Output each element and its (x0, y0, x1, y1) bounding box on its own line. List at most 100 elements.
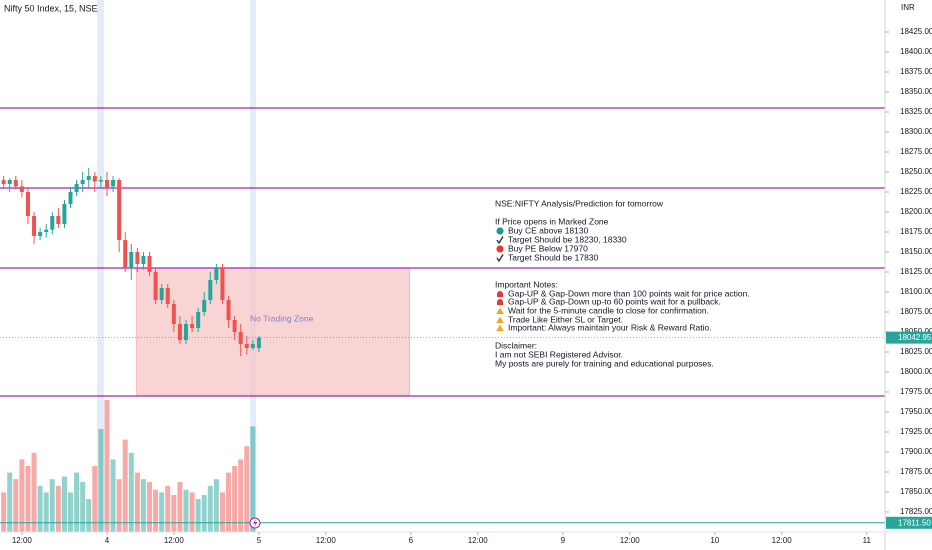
volume-bar (171, 495, 177, 532)
candle-body (13, 180, 18, 187)
volume-bar (49, 479, 55, 532)
note-text: Disclaimer: (495, 340, 537, 350)
volume-bar (159, 492, 165, 532)
volume-bar (37, 485, 43, 532)
candle-body (38, 232, 43, 236)
x-tick-label: 10 (710, 536, 719, 545)
y-tick-label: 18150.00 (900, 247, 932, 256)
y-tick-label: 18050.00 (900, 327, 932, 336)
x-tick-label: 12:00 (164, 536, 185, 545)
candle-body (238, 332, 243, 344)
volume-bar (201, 495, 207, 532)
candle-body (244, 344, 249, 348)
volume-bar (86, 499, 92, 532)
candle-body (202, 300, 207, 312)
candle-body (68, 192, 73, 204)
candle-body (208, 280, 213, 300)
price-badge (886, 331, 932, 344)
volume-bar (153, 489, 159, 532)
volume-bar (128, 452, 134, 532)
volume-bar (134, 472, 140, 532)
candle-body (50, 216, 55, 230)
volume-bar (195, 499, 201, 532)
note-text: Gap-UP & Gap-Down up-to 60 points wait f… (508, 296, 721, 306)
note-text: Trade Like Either SL or Target. (508, 314, 623, 324)
note-icon (496, 245, 504, 253)
note-icon (496, 236, 504, 245)
y-tick-label: 17975.00 (900, 387, 932, 396)
y-tick-label: 18200.00 (900, 207, 932, 216)
candle-body (141, 256, 146, 264)
note-text: Wait for the 5-minute candle to close fo… (508, 305, 709, 315)
y-tick-label: 18275.00 (900, 147, 932, 156)
note-text: Target Should be 18230, 18330 (508, 234, 627, 244)
candle-body (214, 268, 219, 280)
y-tick-label: 17950.00 (900, 407, 932, 416)
volume-bar (98, 429, 104, 532)
candle-body (19, 186, 24, 192)
x-tick-label: 11 (863, 536, 872, 545)
y-tick-label: 17850.00 (900, 487, 932, 496)
candle-body (80, 180, 85, 184)
y-tick-label: 18175.00 (900, 227, 932, 236)
volume-bar (25, 466, 31, 532)
session-highlight (97, 0, 104, 532)
candle-body (159, 288, 164, 300)
candle-body (153, 272, 158, 300)
y-tick-label: 18250.00 (900, 167, 932, 176)
price-badge-label: 17811.50 (898, 518, 931, 527)
note-text: Buy PE Below 17970 (508, 243, 588, 253)
volume-bar (55, 485, 61, 532)
note-text: If Price opens in Marked Zone (495, 216, 609, 226)
candle-body (129, 252, 134, 268)
candle-body (32, 216, 37, 236)
volume-bar (219, 492, 225, 532)
candle-body (86, 176, 91, 180)
volume-bar (80, 481, 86, 532)
candle-body (177, 324, 182, 340)
candle-body (44, 229, 49, 232)
x-tick-label: 12:00 (316, 536, 337, 545)
x-tick-label: 12:00 (12, 536, 33, 545)
note-icon (496, 324, 504, 331)
y-tick-label: 18125.00 (900, 267, 932, 276)
note-text: Important Notes: (495, 279, 558, 289)
note-icon (496, 316, 504, 323)
y-tick-label: 18425.00 (900, 27, 932, 36)
candle-body (123, 240, 128, 268)
candle-body (256, 337, 261, 348)
y-tick-label: 17825.00 (900, 507, 932, 516)
volume-bar (244, 446, 250, 532)
note-text: Gap-UP & Gap-Down more than 100 points w… (508, 288, 750, 298)
session-highlight (250, 0, 256, 532)
volume-bar (110, 459, 116, 532)
volume-bar (74, 472, 80, 532)
note-text: I am not SEBI Registered Advisor. (495, 349, 623, 359)
y-tick-label: 18075.00 (900, 307, 932, 316)
x-tick-label: 12:00 (772, 536, 793, 545)
candle-body (92, 176, 97, 182)
volume-bar (92, 466, 98, 532)
y-tick-label: 18400.00 (900, 47, 932, 56)
volume-bar (147, 481, 153, 532)
candle-body (147, 256, 152, 272)
y-tick-label: 18350.00 (900, 87, 932, 96)
y-tick-label: 17875.00 (900, 467, 932, 476)
volume-bar (122, 439, 128, 532)
candle-body (25, 192, 30, 216)
volume-bar (116, 479, 122, 532)
candle-body (135, 252, 140, 264)
price-badge-label: 18042.95 (898, 333, 932, 342)
volume-bar (183, 489, 189, 532)
volume-bar (226, 472, 232, 532)
candle-body (74, 184, 79, 192)
candle-body (171, 304, 176, 324)
candle-body (190, 324, 195, 328)
volume-bar (177, 481, 183, 532)
candle-body (196, 312, 201, 328)
volume-bar (43, 492, 49, 532)
candle-body (220, 268, 225, 300)
note-text: My posts are purely for training and edu… (495, 358, 714, 368)
candle-body (1, 180, 6, 184)
